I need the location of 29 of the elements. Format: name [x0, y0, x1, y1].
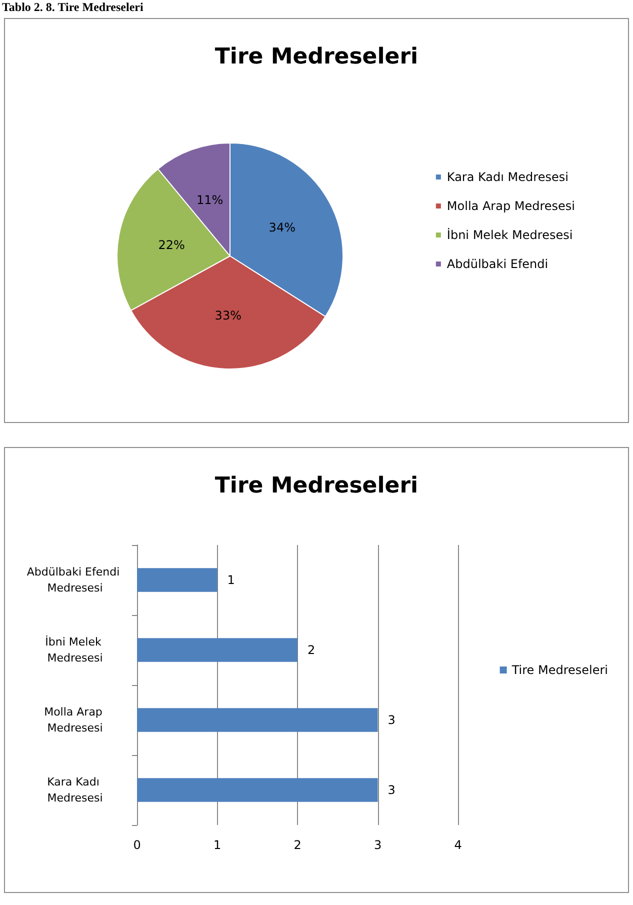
y-tick-label: İbni Melek Medresesi — [45, 634, 105, 664]
legend-label: İbni Melek Medresesi — [446, 228, 573, 242]
y-tick-label: Molla Arap Medresesi — [44, 706, 106, 734]
chart-title: Tire Medreseleri — [214, 474, 418, 498]
bar — [137, 708, 378, 732]
x-tick-label: 1 — [213, 838, 222, 852]
y-tick-label: Kara Kadı Medresesi — [47, 776, 103, 804]
data-label: 22% — [158, 238, 185, 252]
legend-label: Kara Kadı Medresesi — [446, 170, 568, 184]
x-tick-label: 0 — [133, 838, 141, 852]
legend-label: Molla Arap Medresesi — [446, 199, 576, 213]
x-tick-label: 4 — [454, 838, 462, 852]
data-label: 1 — [227, 573, 235, 587]
bar — [137, 778, 378, 802]
data-label: 11% — [196, 193, 224, 208]
data-label: 33% — [214, 308, 242, 322]
y-tick-label: Abdülbaki Efendi Medresesi — [26, 566, 124, 594]
legend-label: Abdülbaki Efendi — [446, 257, 548, 271]
data-label: 34% — [268, 220, 296, 234]
x-tick-label: 3 — [374, 838, 382, 852]
bar — [137, 638, 298, 662]
data-label: 3 — [388, 713, 396, 727]
x-tick-label: 2 — [294, 838, 302, 852]
text: Tablo 2. 8. Tire Medreseleri — [2, 0, 144, 15]
legend-label: Tire Medreseleri — [510, 663, 608, 677]
data-label: 3 — [388, 783, 396, 797]
chart-title: Tire Medreseleri — [214, 44, 418, 70]
data-label: 2 — [308, 643, 316, 657]
bar — [137, 568, 218, 592]
